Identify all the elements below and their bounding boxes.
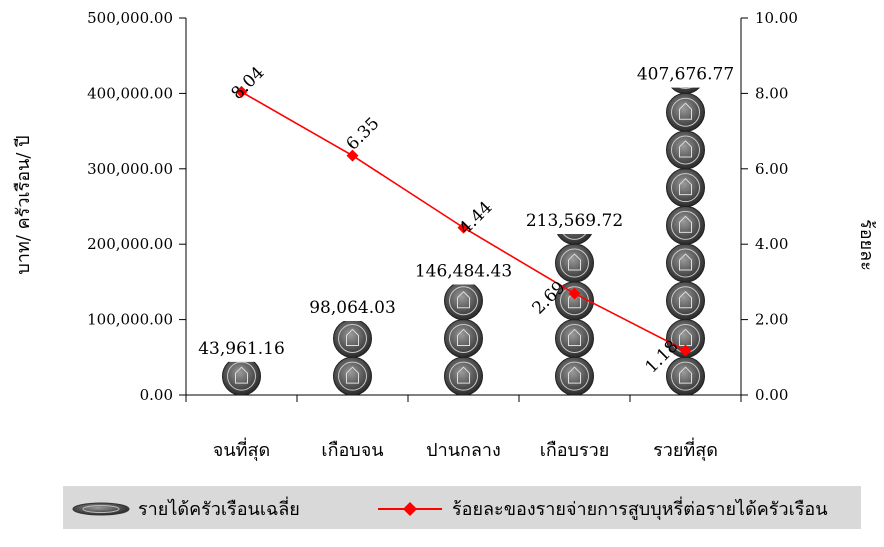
y-tick-label: 0.00 [140,386,173,404]
bar-series [222,87,705,396]
coin-icon [555,356,594,395]
category-labels: จนที่สุด เกือบจน ปานกลาง เกือบรวย รวยที่สุด [213,437,718,461]
legend-label-income: รายได้ครัวเรือนเฉลี่ย [138,496,300,520]
y-tick-label: 200,000.00 [87,235,173,253]
coin-icon-inner [82,505,120,513]
bar-value-label: 43,961.16 [198,339,285,359]
y2-tick-label: 0.00 [755,386,788,404]
coin-icon [555,318,594,358]
bar-value-label: 146,484.43 [415,262,512,282]
category-label: จนที่สุด [213,437,270,461]
coin-icon [444,356,483,396]
line-point [346,149,359,162]
x-ticks [185,395,742,402]
diamond-icon [403,502,417,516]
coin-icon [666,168,705,208]
bar [333,321,372,395]
y2-tick-label: 2.00 [755,311,788,329]
coin-icon [666,243,705,283]
y2-axis-title: ร้อยละ [856,219,877,271]
y2-tick-label: 6.00 [755,160,788,178]
left-ticks: 0.00 100,000.00 200,000.00 300,000.00 400,00… [87,9,186,404]
right-ticks: 0.00 2.00 4.00 6.00 8.00 10.00 [741,9,798,404]
legend-label-percent: ร้อยละของรายจ่ายการสูบบุหรี่ต่อรายได้ครั… [452,496,828,520]
y-tick-label: 500,000.00 [87,9,173,27]
bar [555,233,594,395]
y2-tick-label: 8.00 [755,84,788,102]
coin-icon [666,205,705,245]
bar [444,284,483,396]
legend-box [63,486,861,529]
coin-icon [444,284,483,321]
coin-icon [72,502,130,516]
line-point [568,287,581,300]
coin-icon [666,130,705,170]
line-point [235,85,248,98]
y-tick-label: 400,000.00 [87,84,173,102]
category-label: ปานกลาง [426,440,501,461]
bar-value-label: 213,569.72 [526,211,623,231]
bar-value-labels: 43,961.16 98,064.03 146,484.43 213,569.72 40… [198,65,734,359]
legend-item-income: รายได้ครัวเรือนเฉลี่ย [72,496,300,520]
bar-value-label: 407,676.77 [637,65,734,85]
line-series [235,85,692,357]
y-tick-label: 300,000.00 [87,160,173,178]
category-label: รวยที่สุด [653,437,718,461]
coin-icon [666,356,705,395]
category-label: เกือบจน [321,440,383,461]
y2-tick-label: 4.00 [755,235,788,253]
y2-tick-label: 10.00 [755,9,798,27]
coin-icon [333,356,372,395]
coin-icon [557,233,592,245]
line-point [679,344,692,357]
legend: รายได้ครัวเรือนเฉลี่ย ร้อยละของรายจ่ายกา… [63,486,861,529]
bar [222,361,261,395]
coin-icon [666,92,705,132]
legend-item-percent: ร้อยละของรายจ่ายการสูบบุหรี่ต่อรายได้ครั… [378,496,828,520]
bar [666,87,705,395]
coin-icon [444,318,483,358]
category-label: เกือบรวย [540,440,610,461]
coin-icon [671,87,700,95]
y-axis-title: บาท/ ครัวเรือน/ ปี [13,135,34,274]
y-tick-label: 100,000.00 [87,311,173,329]
coin-icon [222,361,261,395]
coin-icon [666,281,705,321]
bar-value-label: 98,064.03 [309,298,396,318]
coin-icon [333,321,372,358]
line-point [457,221,470,234]
coin-icon [555,243,594,283]
